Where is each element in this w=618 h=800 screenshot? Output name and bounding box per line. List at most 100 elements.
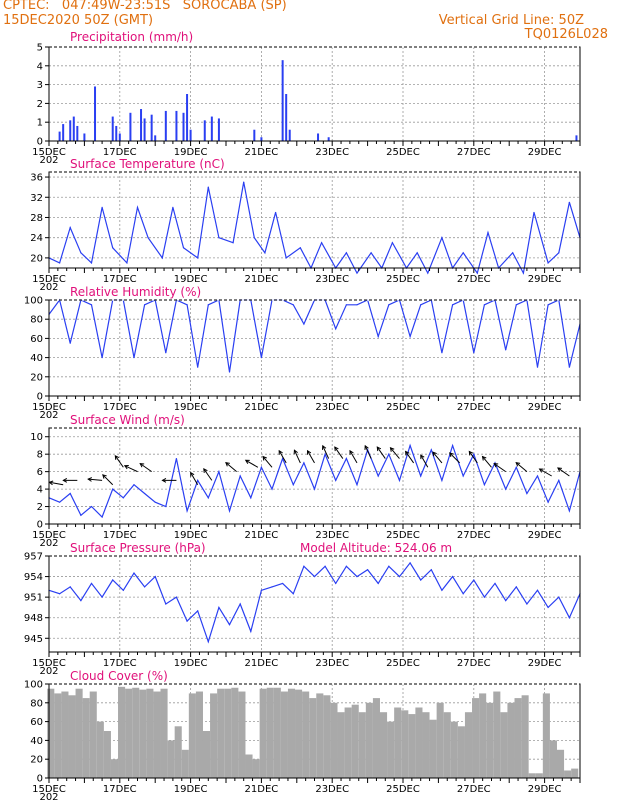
cloud-bar [528, 773, 536, 778]
series-point [271, 586, 273, 588]
panel-title: Surface Wind (m/s) [70, 413, 185, 427]
series-point [197, 257, 199, 259]
x-tick-label: 29DEC [528, 147, 562, 158]
cloud-bar [429, 719, 437, 778]
series-point [250, 630, 252, 633]
series-point [239, 475, 241, 477]
panel-frame [48, 299, 581, 397]
precip-bar [253, 129, 256, 141]
series-point [69, 492, 71, 495]
series-point [568, 617, 570, 619]
series-point [335, 328, 337, 330]
wind-arrow-head [557, 467, 562, 472]
wind-arrow-head [278, 449, 283, 455]
x-tick-label: 15DEC [32, 530, 66, 541]
panel-4: 945 948 951 954 957 15DEC 17DEC 19DEC 21DEC 23DEC… [24, 541, 581, 677]
precip-bar [143, 118, 146, 141]
series-point [391, 242, 393, 244]
y-tick-label: 20 [30, 755, 43, 766]
cloud-bar [103, 731, 111, 778]
series-point [228, 371, 231, 373]
series-point [558, 252, 560, 254]
wind-arrow-head [102, 474, 107, 479]
precip-bar [203, 120, 206, 141]
series-point [430, 449, 432, 451]
series-point [377, 335, 379, 338]
series-point [533, 211, 535, 214]
series-point [122, 497, 124, 499]
x-tick-label: 19DEC [174, 658, 208, 669]
y-tick-label: 24 [30, 233, 43, 244]
x-tick-label: 25DEC [386, 530, 420, 541]
y-tick-label: 2 [37, 99, 43, 110]
precip-bar [175, 110, 178, 141]
y-tick-label: 10 [30, 432, 43, 443]
x-tick-label: 17DEC [103, 658, 137, 669]
header-station: CPTEC: 047:49W-23:51S SOROCABA (SP) [3, 0, 287, 13]
panel-title: Precipitation (mm/h) [70, 30, 193, 44]
series-point [197, 610, 199, 612]
wind-arrow [349, 450, 358, 464]
series-point [536, 366, 539, 368]
precip-bar [72, 116, 75, 141]
series-point [165, 505, 167, 508]
wind-arrow-head [139, 463, 145, 468]
series-point [218, 606, 220, 609]
precip-bar [62, 124, 65, 141]
series-point [90, 304, 93, 306]
cloud-bar [316, 693, 324, 778]
wind-arrow [432, 451, 443, 464]
series-point [292, 304, 294, 306]
cloud-bar [132, 687, 140, 778]
series-point [430, 569, 432, 571]
wind-arrow-head [349, 449, 354, 455]
series-point [487, 232, 489, 234]
cloud-bar [486, 702, 494, 778]
y-tick-label: 2 [37, 502, 43, 513]
wind-arrow-head [293, 449, 298, 455]
x-tick-label: 21DEC [245, 784, 279, 795]
cloud-bar [160, 688, 168, 778]
cloud-bar [89, 691, 97, 778]
series-point [370, 252, 372, 254]
series-point [133, 484, 135, 486]
cloud-bar [323, 695, 331, 778]
x-tick-label: 19DEC [174, 147, 208, 158]
wind-arrow [102, 474, 114, 486]
y-tick-label: 20 [30, 253, 43, 264]
wind-arrow [493, 463, 506, 473]
series-point [59, 593, 61, 595]
cloud-bar [273, 687, 281, 778]
panel-annotation: Model Altitude: 524.06 m [300, 541, 452, 555]
cloud-bar [75, 688, 83, 778]
series-point [420, 304, 422, 306]
x-tick-label: 25DEC [386, 402, 420, 413]
precip-bar [288, 129, 291, 141]
wind-arrow [225, 462, 237, 473]
series-point [388, 453, 390, 455]
precip-bar [317, 133, 320, 141]
cloud-bar [472, 698, 480, 778]
x-tick-label: 21DEC [245, 530, 279, 541]
series-point [271, 488, 273, 490]
series-point [175, 596, 178, 598]
y-tick-label: 6 [37, 467, 43, 478]
series-point [522, 272, 524, 274]
x-tick-label: 15DEC [32, 402, 66, 413]
series-point [112, 488, 114, 490]
cloud-bar [457, 726, 465, 778]
series-point [483, 484, 486, 486]
x-tick-label: 17DEC [103, 147, 137, 158]
wind-arrow [468, 451, 478, 464]
precip-bar [281, 60, 284, 141]
cloud-bar [61, 691, 69, 778]
x-tick-label: 27DEC [457, 147, 491, 158]
series-point [292, 484, 294, 486]
x-tick-label: 25DEC [386, 274, 420, 285]
y-tick-label: 40 [30, 736, 43, 747]
series-point [80, 514, 82, 516]
precip-bar [327, 137, 330, 141]
series-point [398, 575, 401, 578]
series-point [186, 510, 188, 512]
